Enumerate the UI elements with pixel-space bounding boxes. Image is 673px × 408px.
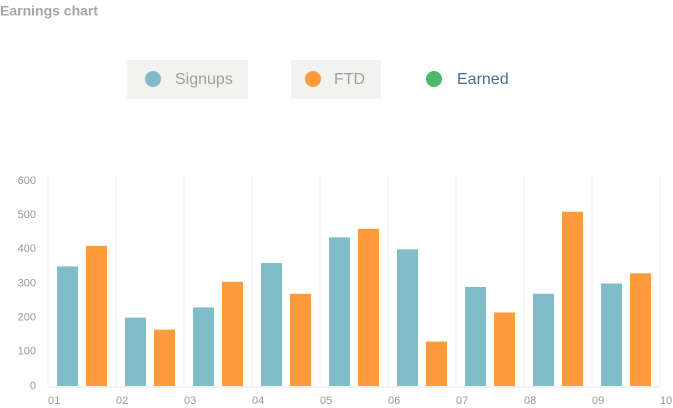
y-tick-label: 200: [18, 312, 36, 324]
bar: [222, 281, 243, 386]
bar: [290, 293, 311, 386]
bar: [261, 263, 282, 386]
x-tick-label: 03: [184, 395, 196, 407]
x-tick-label: 06: [388, 395, 400, 407]
y-tick-label: 600: [18, 175, 36, 187]
bar: [154, 329, 175, 386]
bar: [426, 341, 447, 386]
legend-label[interactable]: Signups: [175, 71, 233, 88]
y-tick-label: 500: [18, 209, 36, 221]
bar: [57, 266, 78, 386]
legend-swatch[interactable]: [426, 71, 442, 87]
bar: [533, 293, 554, 386]
bar: [86, 245, 107, 386]
x-tick-label: 09: [592, 395, 604, 407]
y-tick-label: 0: [30, 380, 36, 392]
chart-title: Earnings chart: [0, 3, 98, 19]
y-tick-label: 100: [18, 346, 36, 358]
bar: [562, 211, 583, 386]
legend-label[interactable]: FTD: [334, 71, 365, 88]
x-tick-label: 01: [48, 395, 60, 407]
bar: [358, 228, 379, 386]
bar: [329, 237, 350, 386]
bar: [397, 249, 418, 386]
legend-swatch[interactable]: [305, 71, 321, 87]
x-tick-label: 10: [660, 395, 672, 407]
x-tick-label: 02: [116, 395, 128, 407]
bar: [465, 286, 486, 386]
x-tick-label: 07: [456, 395, 468, 407]
legend-swatch[interactable]: [145, 71, 161, 87]
bar: [193, 307, 214, 386]
bar: [125, 317, 146, 386]
x-tick-label: 04: [252, 395, 264, 407]
y-tick-label: 400: [18, 243, 36, 255]
bar: [630, 273, 651, 386]
bar: [601, 283, 622, 386]
x-tick-label: 08: [524, 395, 536, 407]
legend-label[interactable]: Earned: [457, 71, 509, 88]
x-tick-label: 05: [320, 395, 332, 407]
bar: [494, 312, 515, 386]
y-tick-label: 300: [18, 277, 36, 289]
